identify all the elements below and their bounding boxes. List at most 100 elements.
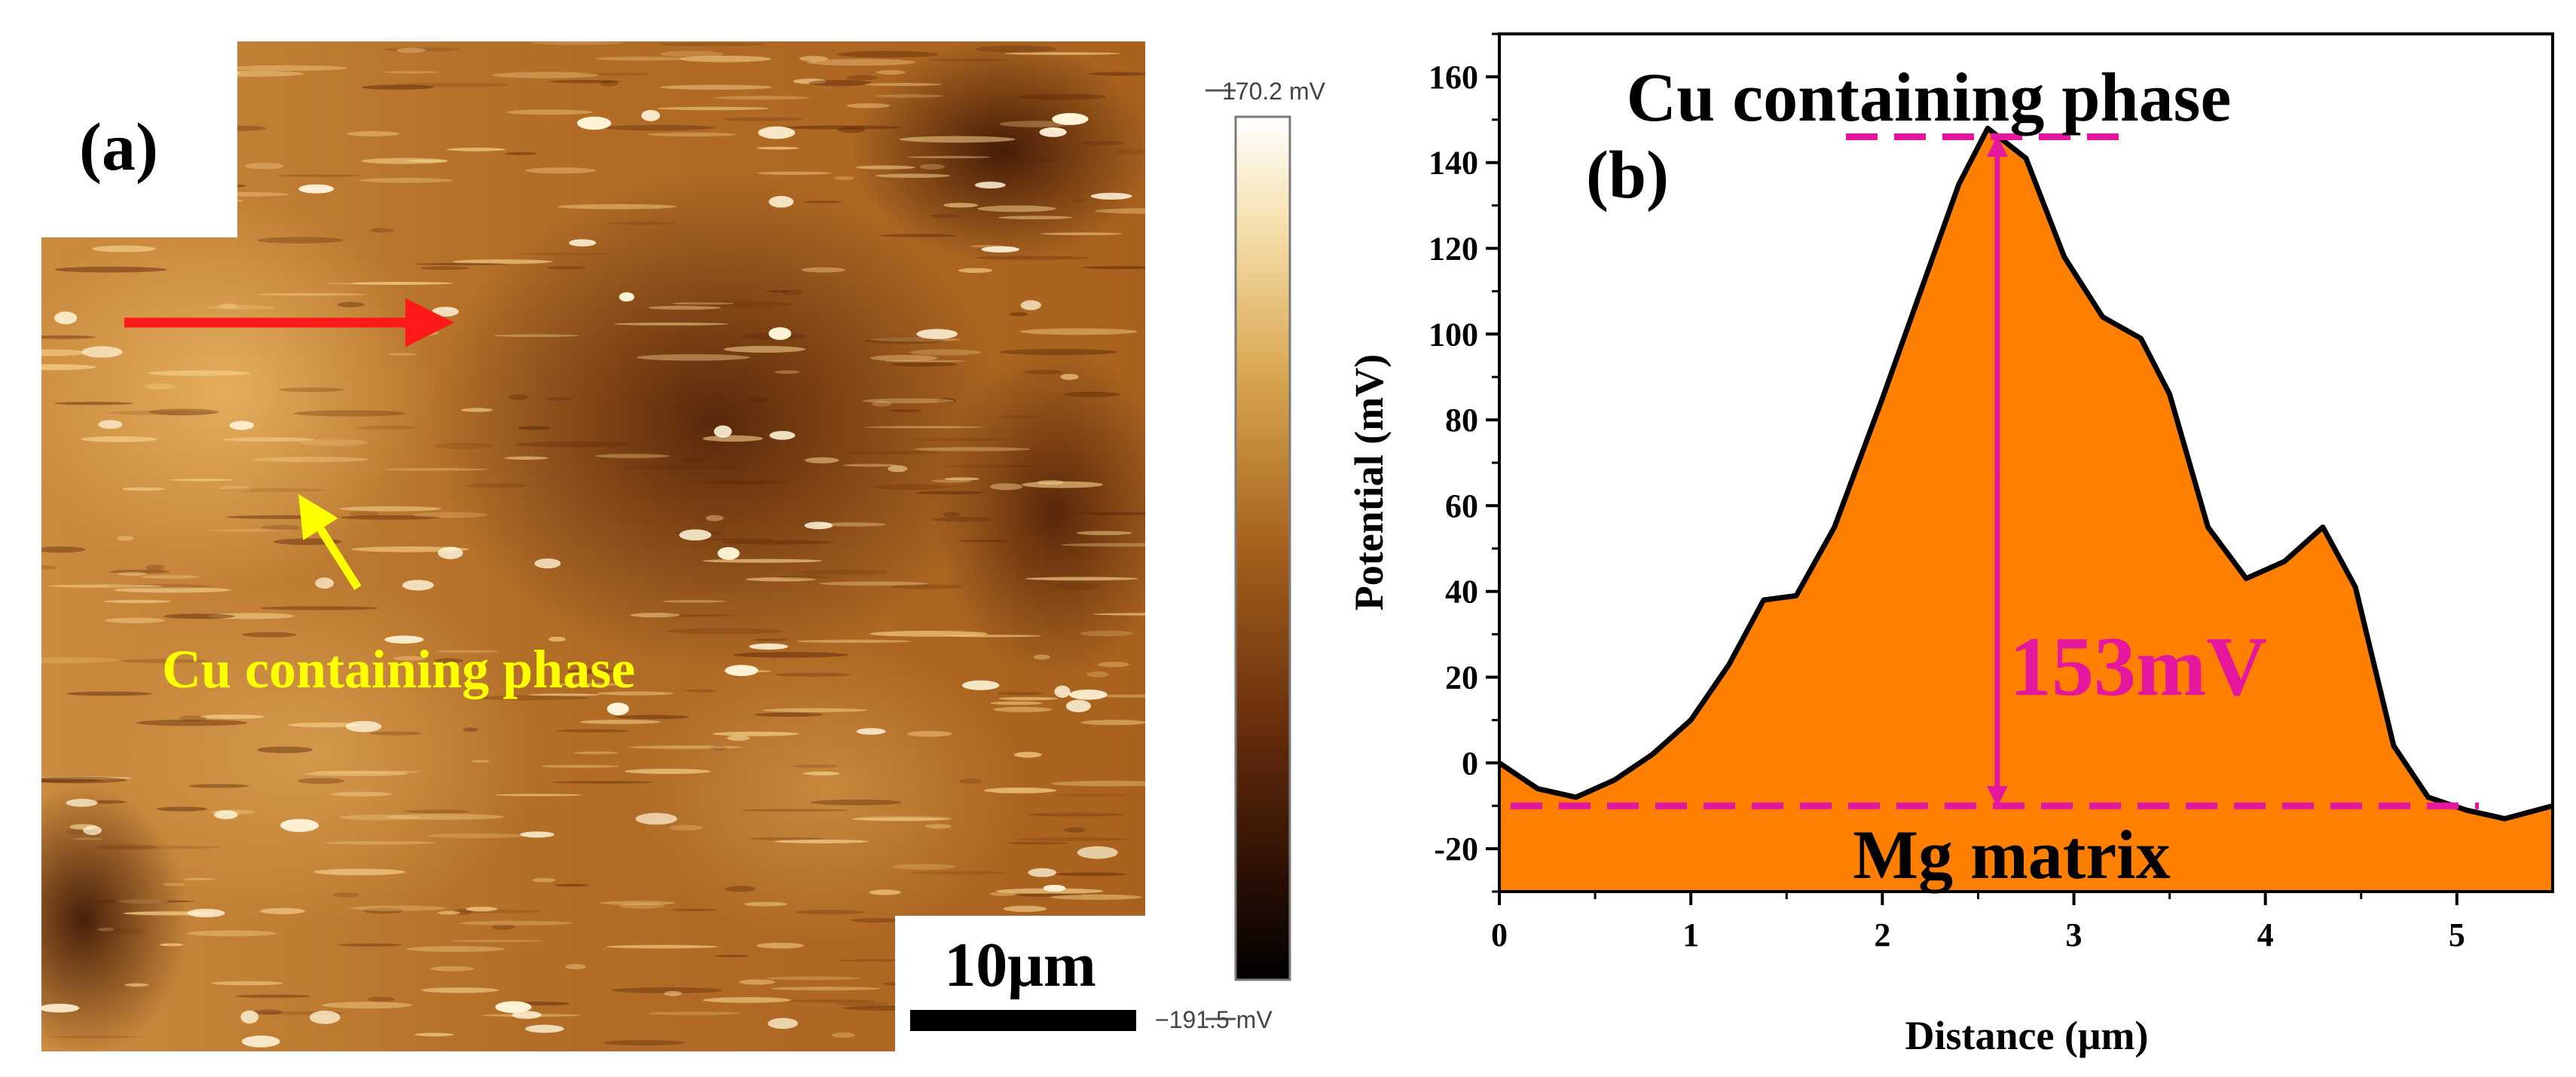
afm-texture-streak: [217, 488, 325, 492]
x-tick-label: 1: [1682, 916, 1699, 953]
afm-texture-streak: [382, 47, 462, 52]
afm-bright-spot: [714, 425, 732, 438]
afm-texture-streak: [708, 443, 726, 446]
afm-texture-streak: [1013, 751, 1042, 758]
afm-texture-streak: [104, 617, 166, 623]
afm-texture-streak: [356, 425, 417, 430]
afm-texture-streak: [614, 714, 690, 720]
afm-texture-streak: [753, 638, 788, 641]
afm-texture-streak: [524, 167, 596, 174]
afm-texture-streak: [144, 383, 176, 390]
afm-texture-streak: [406, 946, 506, 953]
afm-texture-streak: [420, 266, 470, 271]
afm-texture-streak: [647, 305, 721, 310]
afm-texture-streak: [208, 613, 295, 620]
afm-texture-streak: [669, 825, 703, 831]
afm-texture-streak: [912, 438, 1010, 442]
afm-texture-streak: [117, 572, 148, 577]
afm-texture-streak: [515, 441, 631, 448]
afm-texture-streak: [686, 689, 717, 693]
y-tick-label: 160: [1429, 59, 1478, 96]
afm-texture-streak: [924, 824, 952, 829]
afm-texture-streak: [1051, 780, 1145, 787]
afm-texture-streak: [552, 781, 655, 784]
afm-texture-streak: [611, 987, 723, 993]
afm-texture-streak: [41, 657, 121, 663]
afm-texture-streak: [790, 999, 875, 1003]
afm-texture-streak: [461, 408, 493, 412]
afm-texture-streak: [1071, 198, 1088, 203]
afm-texture-streak: [495, 794, 583, 797]
afm-texture-streak: [369, 731, 422, 736]
afm-streaks: [41, 41, 1145, 1048]
afm-texture-streak: [404, 809, 470, 813]
afm-texture-streak: [124, 983, 149, 987]
afm-texture-streak: [1081, 140, 1124, 145]
afm-texture-streak: [1061, 543, 1145, 547]
afm-texture-streak: [915, 491, 984, 495]
afm-texture-streak: [387, 353, 417, 356]
afm-texture-streak: [350, 905, 447, 911]
afm-texture-streak: [714, 96, 810, 100]
afm-texture-streak: [578, 72, 650, 76]
afm-texture-streak: [803, 200, 842, 203]
afm-texture-streak: [603, 1039, 686, 1046]
afm-texture-streak: [465, 482, 527, 488]
afm-texture-streak: [412, 512, 488, 519]
afm-texture-streak: [604, 124, 715, 131]
afm-texture-streak: [544, 397, 573, 401]
afm-texture-streak: [851, 817, 949, 822]
afm-texture-streak: [120, 659, 209, 663]
afm-texture-streak: [738, 979, 775, 985]
afm-bright-spot: [749, 643, 788, 650]
afm-texture-streak: [810, 799, 902, 806]
afm-texture-streak: [702, 997, 791, 1003]
afm-texture-streak: [741, 809, 851, 812]
afm-texture-streak: [465, 907, 498, 912]
afm-texture-streak: [565, 964, 586, 970]
afm-texture-streak: [838, 127, 866, 133]
afm-bright-spot: [432, 306, 459, 317]
afm-texture-streak: [362, 84, 434, 90]
afm-texture-streak: [211, 981, 283, 986]
afm-texture-streak: [41, 364, 96, 371]
afm-texture-streak: [41, 779, 102, 783]
afm-texture-streak: [179, 715, 206, 722]
afm-texture-streak: [447, 148, 506, 151]
afm-texture-streak: [141, 574, 200, 579]
afm-texture-streak: [452, 259, 553, 265]
afm-bright-spot: [769, 430, 796, 440]
afm-texture-streak: [876, 69, 906, 75]
afm-texture-streak: [1080, 630, 1134, 637]
y-tick-label: 0: [1462, 745, 1478, 782]
afm-texture-streak: [989, 483, 1023, 491]
y-tick-label: -20: [1434, 831, 1478, 867]
afm-texture-streak: [220, 303, 238, 309]
afm-texture-streak: [914, 447, 1031, 451]
afm-bright-spot: [619, 292, 634, 302]
afm-bright-spot: [241, 1036, 280, 1048]
afm-texture-streak: [723, 540, 833, 545]
afm-texture-streak: [831, 1032, 855, 1039]
afm-texture-streak: [630, 613, 680, 618]
afm-texture-streak: [803, 771, 840, 776]
y-tick-label: 120: [1429, 231, 1478, 268]
afm-bright-spot: [804, 522, 833, 530]
afm-texture-streak: [557, 203, 677, 210]
afm-texture-streak: [226, 515, 340, 519]
afm-texture-streak: [277, 174, 362, 177]
afm-texture-streak: [892, 864, 956, 870]
afm-texture-streak: [554, 683, 630, 687]
x-tick-label: 5: [2449, 916, 2465, 953]
afm-texture-streak: [54, 402, 134, 405]
afm-texture-streak: [854, 815, 952, 822]
afm-bright-spot: [569, 239, 597, 247]
afm-texture-streak: [330, 791, 393, 797]
afm-bright-spot: [981, 246, 1019, 253]
afm-texture-streak: [1086, 671, 1109, 678]
afm-texture-streak: [781, 289, 805, 295]
afm-texture-streak: [662, 600, 726, 603]
afm-texture-streak: [774, 672, 851, 677]
y-axis-label: Potential (mV): [1346, 354, 1392, 610]
afm-texture-streak: [657, 106, 770, 111]
